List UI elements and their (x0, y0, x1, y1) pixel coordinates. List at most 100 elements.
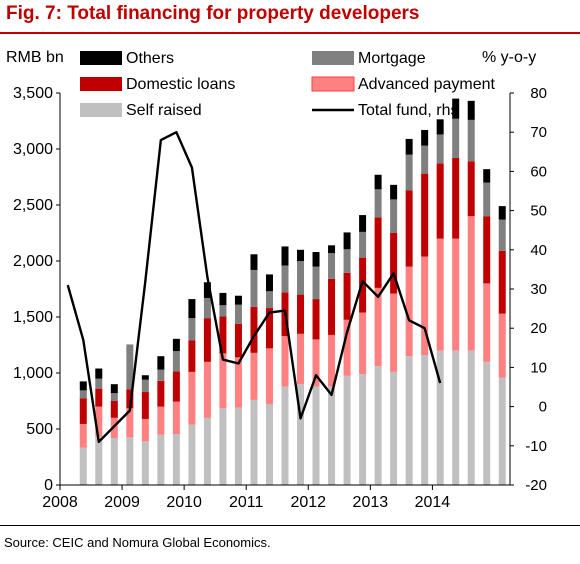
legend-label-mortgage: Mortgage (358, 50, 426, 67)
bar-segment-others (328, 245, 336, 254)
legend-label-advanced-payment: Advanced payment (358, 76, 496, 93)
bar-segment-advanced-payment (436, 238, 444, 351)
bar-segment-mortgage (172, 351, 180, 372)
bar-segment-advanced-payment (188, 371, 196, 425)
bar-segment-self-raised (297, 384, 305, 485)
legend-label-total-fund: Total fund, rhs (358, 102, 459, 119)
source-note: Source: CEIC and Nomura Global Economics… (4, 535, 271, 550)
bar-segment-mortgage (452, 118, 460, 158)
bar-segment-others (265, 274, 273, 292)
x-tick-label: 2014 (415, 494, 451, 511)
bar-segment-domestic-loans (312, 299, 320, 340)
chart-title: Fig. 7: Total financing for property dev… (6, 3, 420, 24)
left-tick-label: 0 (44, 477, 53, 494)
bar-segment-advanced-payment (265, 348, 273, 405)
bar-segment-others (188, 299, 196, 319)
bar-segment-others (110, 384, 118, 394)
bar-segment-advanced-payment (281, 336, 289, 387)
right-axis-label: % y-o-y (482, 49, 536, 66)
bar-segment-mortgage (405, 154, 413, 191)
bar-segment-mortgage (281, 265, 289, 293)
bar-segment-advanced-payment (359, 312, 367, 375)
bar-segment-advanced-payment (141, 418, 149, 442)
bar-segment-advanced-payment (452, 238, 460, 351)
bar-segment-self-raised (188, 424, 196, 485)
right-tick-label: 50 (530, 203, 547, 220)
bar-segment-self-raised (95, 436, 103, 485)
bar-segment-self-raised (141, 441, 149, 485)
bar-segment-others (483, 169, 491, 183)
bar-segment-mortgage (436, 134, 444, 164)
bar-segment-others (312, 252, 320, 267)
bar-segment-mortgage (297, 261, 305, 295)
bar-segment-domestic-loans (234, 323, 242, 358)
left-axis-label: RMB bn (6, 49, 64, 66)
bar-segment-self-raised (312, 386, 320, 485)
bar-segment-advanced-payment (405, 266, 413, 357)
bar-segment-mortgage (250, 269, 258, 307)
bar-segment-others (95, 368, 103, 379)
left-tick-label: 1,500 (13, 309, 53, 326)
bar-segment-mortgage (343, 249, 351, 273)
bar-segment-self-raised (467, 350, 475, 485)
bar-segment-advanced-payment (498, 313, 506, 378)
bar-segment-mortgage (95, 378, 103, 389)
bar-segment-mortgage (328, 253, 336, 279)
bar-segment-others (452, 98, 460, 119)
bar-segment-domestic-loans (374, 217, 382, 288)
total-fund-line (66, 131, 442, 444)
left-tick-label: 2,000 (13, 253, 53, 270)
bar-segment-domestic-loans (157, 380, 165, 407)
bar-segment-domestic-loans (172, 371, 180, 402)
bar-segment-others (157, 356, 165, 370)
bar-segment-mortgage (234, 304, 242, 324)
bar-segment-others (374, 174, 382, 190)
bar-segment-others (498, 206, 506, 220)
bar-segment-advanced-payment (219, 353, 227, 409)
bar-segment-advanced-payment (297, 333, 305, 385)
x-tick-label: 2011 (229, 494, 264, 511)
legend: Others Domestic loans Self raised Mortga… (80, 50, 496, 119)
right-tick-label: 80 (530, 85, 547, 102)
x-ticks: 2008 2009 2010 2011 2012 2013 2014 (42, 485, 450, 511)
legend-label-domestic-loans: Domestic loans (126, 76, 235, 93)
bar-segment-domestic-loans (141, 392, 149, 419)
bar-segment-advanced-payment (312, 339, 320, 387)
bottom-rule (0, 525, 580, 526)
bar-segment-domestic-loans (405, 190, 413, 267)
bar-segment-domestic-loans (110, 401, 118, 418)
left-tick-label: 3,000 (13, 141, 53, 158)
legend-label-others: Others (126, 50, 174, 67)
bar-segment-domestic-loans (95, 388, 103, 407)
bar-segment-self-raised (234, 407, 242, 485)
bar-segment-domestic-loans (79, 398, 87, 424)
bar-segment-mortgage (188, 318, 196, 341)
bar-segment-others (79, 381, 87, 391)
bar-segment-domestic-loans (265, 308, 273, 349)
bar-segment-domestic-loans (203, 318, 211, 362)
bar-segment-mortgage (483, 182, 491, 217)
bar-segment-mortgage (79, 390, 87, 399)
bar-segment-advanced-payment (126, 408, 134, 438)
bar-segment-others (172, 338, 180, 352)
bar-segment-domestic-loans (250, 306, 258, 353)
right-tick-label: 60 (530, 163, 547, 180)
bar-segment-others (390, 184, 398, 200)
bar-segment-self-raised (157, 434, 165, 485)
bar-segment-self-raised (110, 437, 118, 485)
bar-segment-advanced-payment (157, 406, 165, 435)
bar-segment-domestic-loans (483, 216, 491, 284)
bar-segment-domestic-loans (188, 340, 196, 372)
bar-segment-others (467, 100, 475, 120)
bar-segment-others (203, 282, 211, 298)
bar-segment-domestic-loans (343, 272, 351, 320)
bar-segment-self-raised (79, 447, 87, 485)
bar-segment-advanced-payment (328, 334, 336, 387)
left-tick-label: 500 (26, 421, 53, 438)
bar-segment-advanced-payment (421, 256, 429, 356)
bar-segment-advanced-payment (390, 293, 398, 372)
bar-segment-domestic-loans (436, 163, 444, 239)
right-tick-label: 10 (530, 359, 547, 376)
bar-segment-advanced-payment (95, 406, 103, 437)
bar-segment-domestic-loans (297, 294, 305, 334)
